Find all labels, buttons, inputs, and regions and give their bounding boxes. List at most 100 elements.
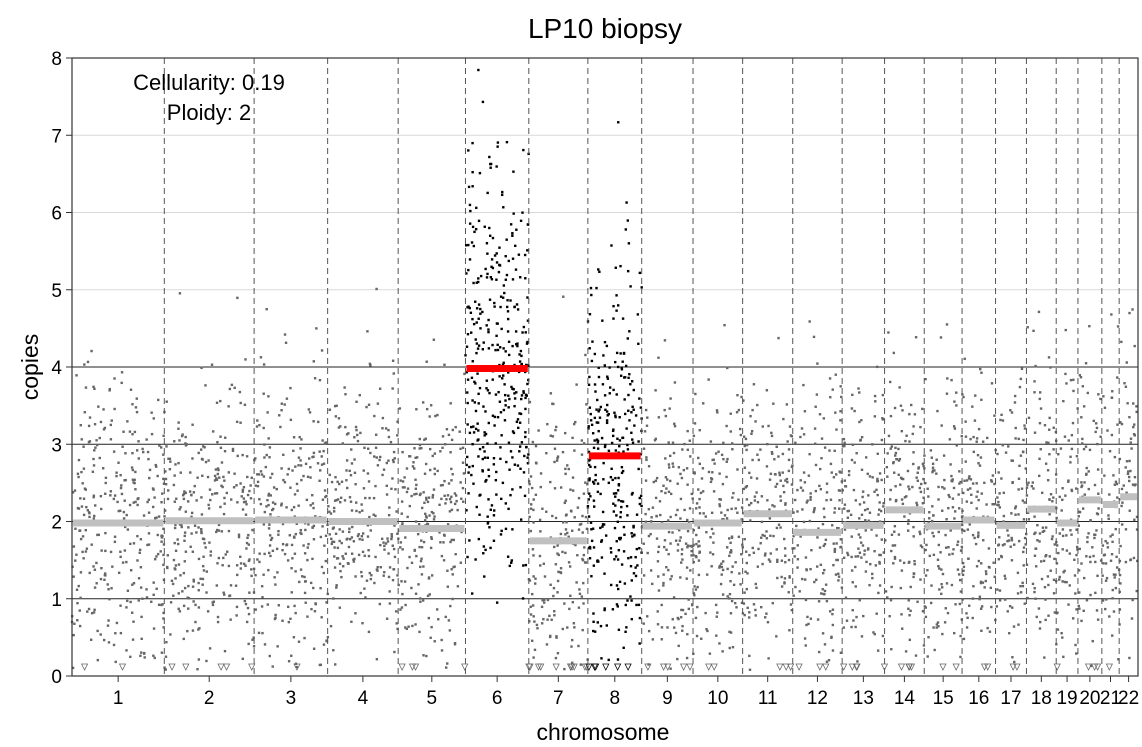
data-point bbox=[858, 517, 861, 520]
data-point bbox=[1007, 539, 1011, 542]
data-point bbox=[323, 489, 327, 492]
data-point bbox=[610, 244, 613, 247]
data-point bbox=[260, 473, 264, 476]
data-point bbox=[757, 547, 760, 551]
data-point bbox=[823, 542, 827, 546]
data-point bbox=[933, 648, 936, 652]
data-point bbox=[1105, 598, 1108, 601]
data-point bbox=[796, 510, 799, 513]
data-point bbox=[98, 456, 101, 460]
data-point bbox=[608, 366, 611, 369]
data-point bbox=[834, 573, 838, 576]
outlier-below-marker bbox=[1093, 663, 1102, 671]
data-point bbox=[447, 433, 451, 437]
data-point bbox=[1035, 565, 1038, 568]
data-point bbox=[410, 494, 413, 498]
data-point bbox=[978, 595, 982, 598]
data-point bbox=[466, 423, 469, 426]
data-point bbox=[559, 567, 563, 570]
outlier-below-marker bbox=[1013, 663, 1021, 671]
data-point bbox=[596, 621, 599, 624]
data-point bbox=[1003, 598, 1007, 601]
data-point bbox=[1009, 545, 1012, 548]
data-point bbox=[478, 494, 481, 497]
data-point bbox=[259, 470, 263, 473]
data-point bbox=[556, 456, 559, 460]
data-point bbox=[985, 503, 988, 506]
data-point bbox=[427, 616, 431, 620]
data-point bbox=[620, 505, 623, 509]
data-point bbox=[1129, 441, 1132, 444]
data-point bbox=[174, 564, 178, 567]
data-point bbox=[944, 607, 947, 610]
data-point bbox=[580, 595, 584, 598]
data-point bbox=[980, 629, 983, 633]
data-point bbox=[145, 588, 148, 591]
data-point bbox=[1068, 552, 1071, 555]
data-point bbox=[832, 542, 835, 545]
data-point bbox=[500, 193, 504, 197]
data-point bbox=[636, 313, 640, 316]
data-point bbox=[864, 570, 868, 573]
data-point bbox=[362, 469, 365, 472]
data-point bbox=[72, 545, 76, 548]
data-point bbox=[203, 446, 206, 449]
data-point bbox=[368, 496, 371, 500]
data-point bbox=[366, 535, 370, 538]
data-point bbox=[728, 554, 731, 558]
data-point bbox=[726, 366, 729, 370]
data-point bbox=[582, 553, 586, 557]
data-point bbox=[499, 446, 502, 449]
data-point bbox=[916, 600, 919, 604]
data-point bbox=[824, 538, 828, 541]
data-point bbox=[897, 533, 901, 536]
data-point bbox=[630, 411, 633, 414]
data-point bbox=[912, 425, 915, 428]
data-point bbox=[519, 219, 523, 223]
data-point bbox=[385, 461, 388, 465]
data-point bbox=[163, 509, 167, 512]
data-point bbox=[637, 342, 640, 346]
data-point bbox=[454, 552, 457, 556]
data-point bbox=[372, 496, 376, 500]
data-point bbox=[335, 498, 338, 502]
data-point bbox=[511, 278, 515, 281]
data-point bbox=[1034, 597, 1037, 600]
data-point bbox=[577, 528, 581, 531]
data-point bbox=[588, 406, 592, 409]
data-point bbox=[1078, 374, 1082, 377]
data-point bbox=[186, 500, 190, 503]
data-point bbox=[1011, 481, 1014, 485]
data-point bbox=[364, 596, 367, 599]
data-point bbox=[472, 322, 476, 326]
data-point bbox=[619, 511, 622, 514]
data-point bbox=[604, 534, 608, 537]
data-point bbox=[975, 440, 978, 443]
data-point bbox=[425, 407, 429, 411]
data-point bbox=[492, 457, 496, 460]
data-point bbox=[478, 513, 481, 516]
data-point bbox=[1011, 656, 1014, 659]
data-point bbox=[736, 468, 739, 471]
data-point bbox=[467, 185, 471, 189]
data-point bbox=[596, 447, 600, 450]
data-point bbox=[695, 634, 699, 638]
data-point bbox=[652, 480, 656, 484]
data-point bbox=[990, 605, 993, 609]
data-point bbox=[854, 585, 857, 588]
data-point bbox=[975, 482, 978, 485]
data-point bbox=[271, 472, 274, 476]
data-point bbox=[958, 602, 962, 606]
data-point bbox=[740, 395, 743, 399]
data-point bbox=[752, 383, 756, 386]
data-point bbox=[323, 544, 326, 547]
data-point bbox=[267, 492, 271, 496]
data-point bbox=[774, 473, 777, 476]
data-point bbox=[882, 505, 885, 508]
data-point bbox=[1087, 532, 1090, 535]
data-point bbox=[828, 377, 832, 380]
data-point bbox=[563, 667, 566, 671]
data-point bbox=[487, 474, 491, 478]
data-point bbox=[168, 467, 172, 471]
data-point bbox=[1115, 555, 1118, 559]
